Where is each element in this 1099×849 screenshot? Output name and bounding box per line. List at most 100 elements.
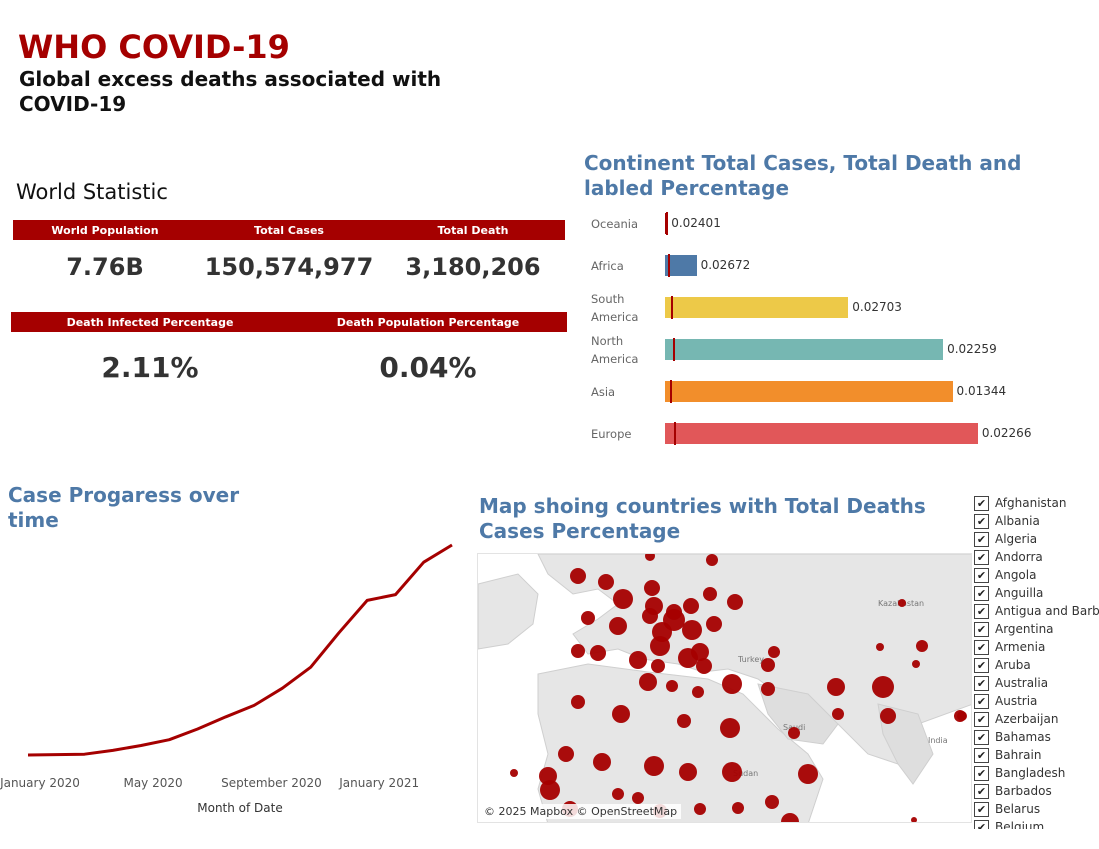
checkbox-checked-icon[interactable]: ✔	[974, 549, 989, 565]
death-marker	[665, 212, 668, 235]
checkbox-checked-icon[interactable]: ✔	[974, 693, 989, 709]
bar-data-label: 0.02259	[947, 342, 997, 356]
bar-category-label: Europe	[591, 427, 632, 441]
country-filter-item[interactable]: ✔ Anguilla	[974, 584, 1099, 602]
country-bubble	[650, 636, 670, 656]
bar-south-america[interactable]	[665, 297, 849, 318]
country-filter-item[interactable]: ✔ Algeria	[974, 530, 1099, 548]
country-filter-item[interactable]: ✔ Bahrain	[974, 746, 1099, 764]
case-progress-line-chart	[27, 543, 453, 757]
world-stat-header-row-1: World Population Total Cases Total Death	[13, 220, 565, 240]
country-bubble	[761, 658, 775, 672]
death-marker	[671, 296, 674, 319]
country-bubble	[696, 658, 712, 674]
checkbox-checked-icon[interactable]: ✔	[974, 603, 989, 619]
checkbox-checked-icon[interactable]: ✔	[974, 801, 989, 817]
map-place-label: Turkey	[737, 655, 764, 664]
country-filter-item[interactable]: ✔ Bangladesh	[974, 764, 1099, 782]
country-name-label: Anguilla	[995, 586, 1044, 600]
world-statistic-title: World Statistic	[16, 180, 168, 204]
country-bubble	[581, 611, 595, 625]
bar-europe[interactable]	[665, 423, 978, 444]
country-filter-item[interactable]: ✔ Argentina	[974, 620, 1099, 638]
country-filter-item[interactable]: ✔ Angola	[974, 566, 1099, 584]
country-name-label: Algeria	[995, 532, 1038, 546]
country-filter-item[interactable]: ✔ Antigua and Barb..	[974, 602, 1099, 620]
country-name-label: Argentina	[995, 622, 1054, 636]
checkbox-checked-icon[interactable]: ✔	[974, 747, 989, 763]
death-marker	[672, 338, 675, 361]
land-iberia	[478, 573, 539, 650]
total-death-label: Total Death	[437, 223, 509, 237]
country-filter-item[interactable]: ✔ Belgium	[974, 818, 1099, 829]
country-filter-item[interactable]: ✔ Barbados	[974, 782, 1099, 800]
bar-north-america[interactable]	[665, 339, 944, 360]
country-death-map[interactable]: KazakhstanTurkeySaudiSudanIndia	[477, 553, 972, 823]
checkbox-checked-icon[interactable]: ✔	[974, 585, 989, 601]
death-population-percentage-value: 0.04%	[379, 351, 477, 384]
country-bubble	[571, 644, 585, 658]
checkbox-checked-icon[interactable]: ✔	[974, 621, 989, 637]
country-bubble	[722, 762, 742, 782]
country-bubble	[598, 574, 614, 590]
bar-category-label: Africa	[591, 259, 624, 273]
country-name-label: Bahrain	[995, 748, 1042, 762]
bar-asia[interactable]	[665, 381, 953, 402]
bar-africa[interactable]	[665, 255, 697, 276]
dashboard-subtitle: Global excess deaths associated with COV…	[19, 67, 442, 116]
country-name-label: Aruba	[995, 658, 1031, 672]
country-bubble	[609, 617, 627, 635]
country-bubble	[768, 646, 780, 658]
country-bubble	[593, 753, 611, 771]
country-filter-item[interactable]: ✔ Bahamas	[974, 728, 1099, 746]
bar-category-label: South America	[591, 292, 639, 324]
checkbox-checked-icon[interactable]: ✔	[974, 675, 989, 691]
bar-data-label: 0.02703	[852, 300, 902, 314]
country-bubble	[788, 727, 800, 739]
checkbox-checked-icon[interactable]: ✔	[974, 765, 989, 781]
bar-category-label: North America	[591, 334, 639, 366]
country-bubble	[613, 589, 633, 609]
checkbox-checked-icon[interactable]: ✔	[974, 567, 989, 583]
country-bubble	[916, 640, 928, 652]
checkbox-checked-icon[interactable]: ✔	[974, 495, 989, 511]
country-bubble	[798, 764, 818, 784]
country-filter-list[interactable]: ✔ Afghanistan ✔ Albania ✔ Algeria ✔ Andorra ✔ Ang…	[974, 494, 1099, 829]
checkbox-checked-icon[interactable]: ✔	[974, 711, 989, 727]
country-bubble	[678, 648, 698, 668]
country-bubble	[632, 792, 644, 804]
map-canvas[interactable]: KazakhstanTurkeySaudiSudanIndia	[478, 554, 972, 823]
case-progress-line[interactable]	[27, 543, 453, 757]
country-filter-item[interactable]: ✔ Australia	[974, 674, 1099, 692]
checkbox-checked-icon[interactable]: ✔	[974, 531, 989, 547]
country-filter-item[interactable]: ✔ Aruba	[974, 656, 1099, 674]
checkbox-checked-icon[interactable]: ✔	[974, 729, 989, 745]
country-filter-item[interactable]: ✔ Belarus	[974, 800, 1099, 818]
line-chart-x-axis-label: Month of Date	[197, 801, 283, 815]
checkbox-checked-icon[interactable]: ✔	[974, 657, 989, 673]
x-tick-label: May 2020	[123, 776, 183, 790]
country-bubble	[629, 651, 647, 669]
country-bubble	[510, 769, 518, 777]
country-filter-item[interactable]: ✔ Austria	[974, 692, 1099, 710]
country-name-label: Antigua and Barb..	[995, 604, 1099, 618]
country-name-label: Armenia	[995, 640, 1046, 654]
x-tick-label: January 2020	[0, 776, 80, 790]
checkbox-checked-icon[interactable]: ✔	[974, 513, 989, 529]
map-attribution[interactable]: © 2025 Mapbox © OpenStreetMap	[480, 804, 682, 819]
country-filter-item[interactable]: ✔ Albania	[974, 512, 1099, 530]
world-stat-header-row-2: Death Infected Percentage Death Populati…	[11, 312, 567, 332]
death-infected-percentage-label: Death Infected Percentage	[66, 315, 234, 329]
country-filter-item[interactable]: ✔ Azerbaijan	[974, 710, 1099, 728]
checkbox-checked-icon[interactable]: ✔	[974, 783, 989, 799]
country-name-label: Azerbaijan	[995, 712, 1059, 726]
checkbox-checked-icon[interactable]: ✔	[974, 639, 989, 655]
x-tick-label: January 2021	[339, 776, 420, 790]
country-filter-item[interactable]: ✔ Andorra	[974, 548, 1099, 566]
country-bubble	[639, 673, 657, 691]
bar-category-label: Oceania	[591, 217, 639, 231]
country-filter-item[interactable]: ✔ Armenia	[974, 638, 1099, 656]
checkbox-checked-icon[interactable]: ✔	[974, 819, 989, 829]
country-filter-item[interactable]: ✔ Afghanistan	[974, 494, 1099, 512]
country-bubble	[761, 682, 775, 696]
